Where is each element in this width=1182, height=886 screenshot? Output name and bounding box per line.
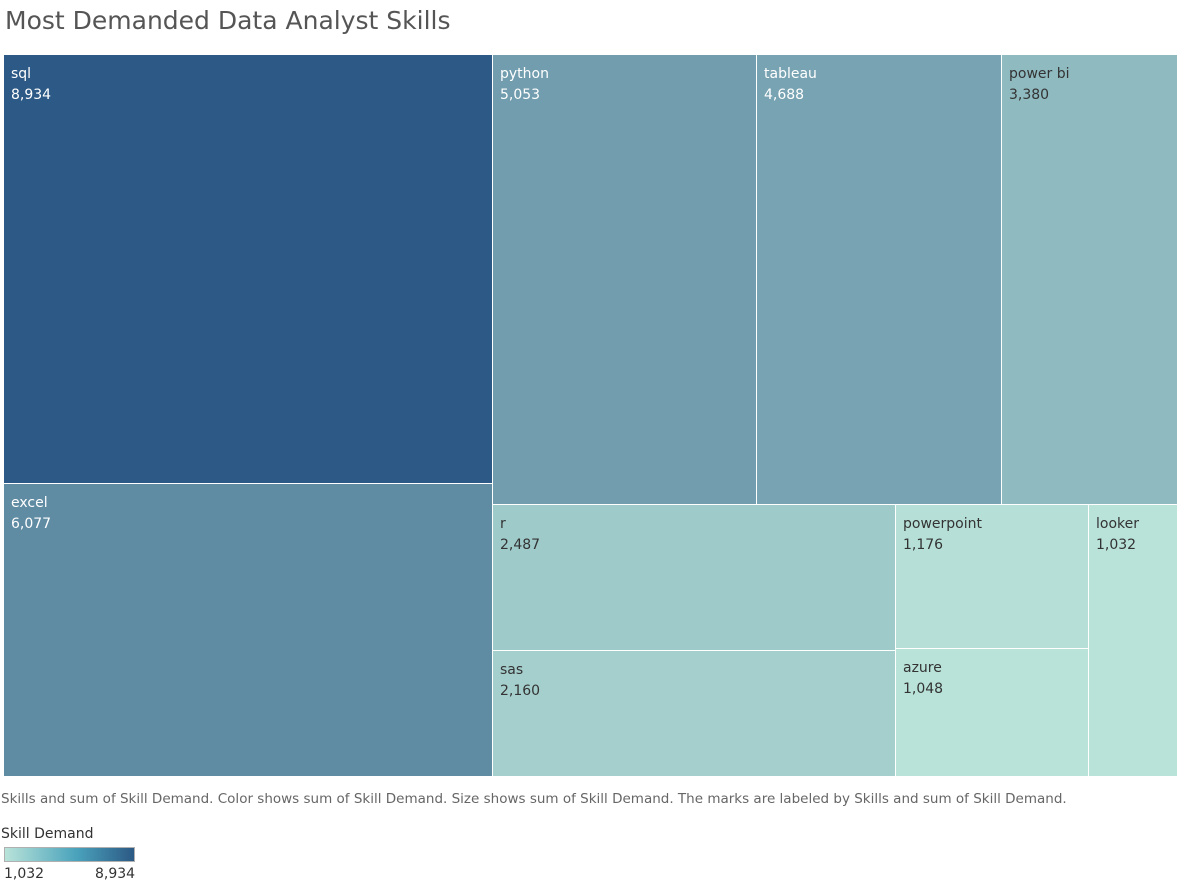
treemap-cell-label: sql 8,934 — [11, 64, 51, 106]
treemap-cell-powerpoint[interactable]: powerpoint 1,176 — [896, 505, 1089, 649]
skill-name: sas — [500, 662, 524, 678]
skill-value: 5,053 — [500, 87, 541, 103]
skill-name: python — [500, 66, 549, 82]
treemap-cell-label: power bi 3,380 — [1009, 64, 1070, 106]
treemap-cell-python[interactable]: python 5,053 — [493, 55, 757, 505]
skill-name: looker — [1096, 516, 1139, 532]
treemap-cell-label: looker 1,032 — [1096, 514, 1139, 556]
skill-value: 2,160 — [500, 683, 541, 699]
skill-name: sql — [11, 66, 32, 82]
treemap-cell-looker[interactable]: looker 1,032 — [1089, 505, 1178, 777]
skill-name: excel — [11, 495, 48, 511]
treemap-cell-power-bi[interactable]: power bi 3,380 — [1002, 55, 1178, 505]
treemap-cell-label: azure 1,048 — [903, 658, 943, 700]
skill-value: 2,487 — [500, 537, 541, 553]
treemap-cell-label: r 2,487 — [500, 514, 540, 556]
treemap-cell-label: python 5,053 — [500, 64, 549, 106]
skill-value: 1,176 — [903, 537, 944, 553]
skill-name: r — [500, 516, 506, 532]
skill-name: powerpoint — [903, 516, 982, 532]
treemap-cell-label: tableau 4,688 — [764, 64, 817, 106]
skill-value: 6,077 — [11, 516, 52, 532]
treemap-cell-azure[interactable]: azure 1,048 — [896, 649, 1089, 777]
skill-value: 3,380 — [1009, 87, 1050, 103]
chart-caption: Skills and sum of Skill Demand. Color sh… — [1, 791, 1067, 807]
skill-name: tableau — [764, 66, 817, 82]
legend-min-label: 1,032 — [4, 866, 45, 882]
treemap: sql 8,934 excel 6,077 python 5,053 tableau 4,68… — [4, 55, 1178, 777]
treemap-cell-sql[interactable]: sql 8,934 — [4, 55, 493, 484]
treemap-cell-sas[interactable]: sas 2,160 — [493, 651, 896, 777]
treemap-cell-label: powerpoint 1,176 — [903, 514, 982, 556]
skill-value: 8,934 — [11, 87, 52, 103]
skill-name: azure — [903, 660, 942, 676]
skill-name: power bi — [1009, 66, 1070, 82]
treemap-cell-excel[interactable]: excel 6,077 — [4, 484, 493, 777]
treemap-cell-r[interactable]: r 2,487 — [493, 505, 896, 651]
treemap-cell-label: sas 2,160 — [500, 660, 540, 702]
skill-value: 4,688 — [764, 87, 805, 103]
chart-title: Most Demanded Data Analyst Skills — [5, 6, 451, 35]
skill-value: 1,048 — [903, 681, 944, 697]
treemap-cell-tableau[interactable]: tableau 4,688 — [757, 55, 1002, 505]
treemap-cell-label: excel 6,077 — [11, 493, 51, 535]
legend-title: Skill Demand — [1, 826, 94, 842]
skill-value: 1,032 — [1096, 537, 1137, 553]
legend-color-ramp — [4, 847, 135, 862]
legend-max-label: 8,934 — [95, 866, 136, 882]
